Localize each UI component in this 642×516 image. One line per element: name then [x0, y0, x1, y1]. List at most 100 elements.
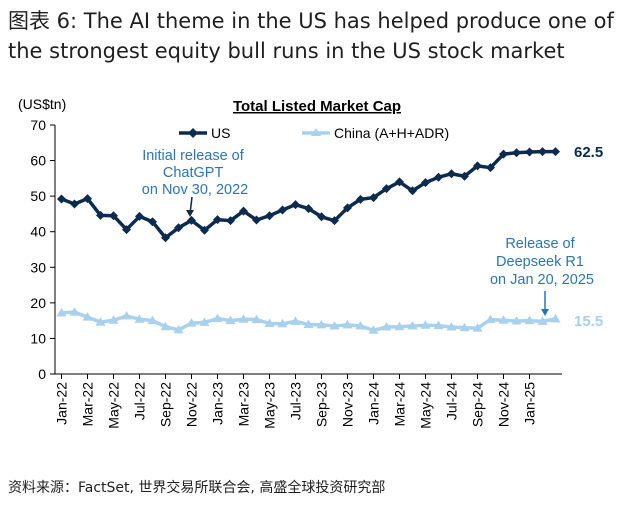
china-data-point [277, 318, 288, 328]
china-data-point [355, 320, 366, 330]
y-tick-label: 70 [30, 117, 46, 133]
figure-title: 图表 6: The AI theme in the US has helped … [8, 6, 634, 66]
us-data-point [226, 216, 235, 226]
us-data-point [161, 233, 170, 243]
y-tick-label: 10 [30, 330, 46, 346]
china-data-point [212, 313, 223, 323]
annotation-deepseek-line-3: on Jan 20, 2025 [490, 272, 594, 288]
x-tick-label: Jul-24 [444, 382, 460, 420]
us-data-point [395, 177, 404, 187]
x-tick-label: Sep-23 [314, 382, 330, 427]
china-data-point [342, 319, 353, 329]
x-tick-label: Sep-24 [470, 382, 486, 427]
us-data-point [551, 147, 560, 157]
china-data-point [173, 324, 184, 334]
us-data-point [174, 223, 183, 233]
us-data-point [278, 205, 287, 215]
us-data-point [122, 225, 131, 235]
y-tick-label: 0 [38, 366, 46, 382]
annotation-chatgpt-line-3: on Nov 30, 2022 [142, 182, 248, 198]
us-data-point [148, 217, 157, 227]
x-tick-label: Jan-23 [210, 382, 226, 425]
us-data-point [213, 215, 222, 225]
china-data-point [472, 323, 483, 332]
y-tick-label: 40 [30, 224, 46, 240]
figure-title-line-2: the strongest equity bull runs in the US… [8, 39, 565, 63]
china-data-point [199, 317, 210, 326]
china-data-point [56, 307, 67, 317]
us-data-point [83, 194, 92, 204]
china-data-point [459, 322, 470, 332]
us-data-point [382, 184, 391, 194]
us-data-point [512, 148, 521, 158]
us-data-point [317, 212, 326, 222]
china-data-point [82, 312, 93, 321]
annotation-chatgpt-line-2: ChatGPT [163, 165, 224, 181]
x-tick-label: Jan-22 [54, 382, 70, 425]
x-tick-label: Nov-23 [340, 382, 356, 427]
china-data-point [290, 316, 301, 325]
us-data-point [343, 203, 352, 213]
annotation-chatgpt-arrowhead [186, 210, 194, 217]
us-data-point [96, 210, 105, 220]
legend-china-label: China (A+H+ADR) [334, 125, 449, 141]
x-tick-label: Sep-22 [158, 382, 174, 427]
china-data-point [121, 311, 132, 320]
us-data-point [538, 147, 547, 157]
y-tick-label: 50 [30, 188, 46, 204]
source-note: 资料来源：FactSet, 世界交易所联合会, 高盛全球投资研究部 [8, 480, 386, 496]
us-series-line [60, 149, 556, 240]
us-data-point [252, 215, 261, 225]
x-tick-label: Nov-24 [496, 382, 512, 427]
china-data-point [251, 314, 262, 324]
us-data-point [369, 193, 378, 203]
legend-us-label: US [211, 125, 230, 141]
annotation-deepseek-line-1: Release of [505, 236, 575, 252]
legend-us-marker [188, 128, 198, 138]
x-tick-label: Jan-24 [366, 382, 382, 425]
us-end-value-label: 62.5 [574, 144, 603, 161]
x-tick-label: Mar-23 [236, 382, 252, 427]
us-data-point [135, 211, 144, 221]
market-cap-line-chart: Total Listed Market Cap (US$tn) US China… [18, 96, 603, 429]
china-data-point [108, 315, 119, 324]
figure-title-line-1: 图表 6: The AI theme in the US has helped … [8, 9, 614, 33]
x-tick-label: Mar-24 [392, 382, 408, 427]
y-tick-label: 30 [30, 259, 46, 275]
china-data-point [225, 315, 236, 325]
china-data-point [511, 315, 522, 325]
us-data-point [421, 178, 430, 188]
annotation-deepseek: Release of Deepseek R1 on Jan 20, 2025 [490, 236, 594, 288]
china-data-point [147, 315, 158, 325]
x-tick-label: Nov-22 [184, 382, 200, 427]
x-tick-label: May-22 [106, 382, 122, 429]
china-data-point [134, 314, 145, 323]
china-data-point [368, 325, 379, 334]
china-data-point [524, 315, 535, 325]
us-data-point [408, 186, 417, 196]
china-data-point [160, 321, 171, 331]
us-data-point [239, 206, 248, 216]
china-data-point [407, 320, 418, 330]
china-data-point [95, 317, 106, 326]
china-data-point [498, 315, 509, 324]
us-data-point [460, 171, 469, 181]
china-data-point [537, 316, 548, 325]
us-data-point [486, 163, 495, 173]
china-data-point [238, 314, 249, 323]
us-data-point [200, 225, 209, 235]
china-data-point [264, 318, 275, 327]
china-data-point [446, 322, 457, 331]
china-data-point [394, 321, 405, 331]
us-data-point [499, 149, 508, 159]
china-data-point [316, 319, 327, 329]
annotation-deepseek-line-2: Deepseek R1 [496, 254, 584, 270]
china-data-point [420, 320, 431, 329]
x-tick-label: Jul-23 [288, 382, 304, 420]
china-end-value-label: 15.5 [574, 313, 603, 330]
china-data-point [433, 320, 444, 330]
y-axis-unit-label: (US$tn) [18, 96, 66, 112]
china-data-point [69, 307, 80, 316]
us-data-point [304, 204, 313, 214]
china-data-point [381, 322, 392, 331]
